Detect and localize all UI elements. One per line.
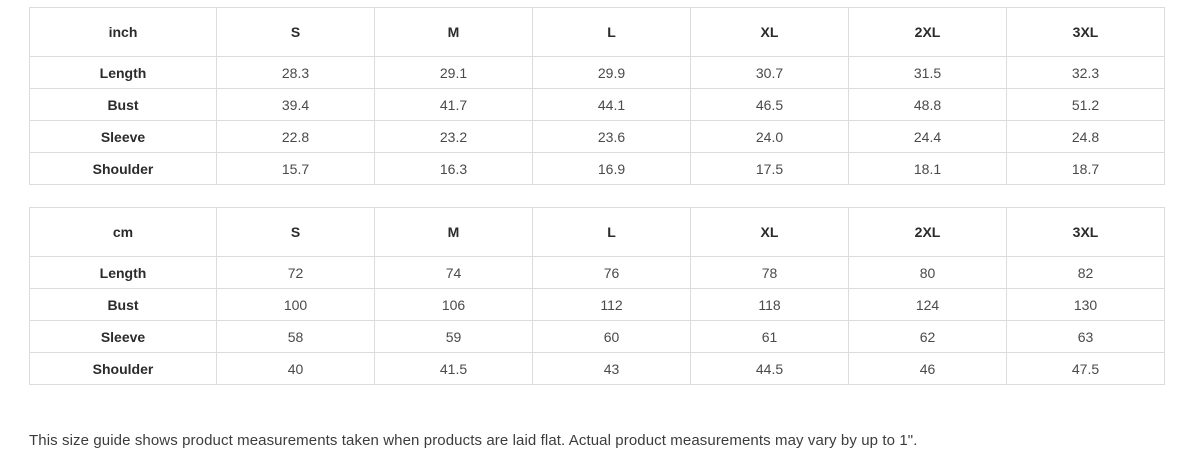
cell-bust-xl: 118: [690, 288, 849, 321]
cell-sleeve-m: 59: [374, 320, 533, 353]
cell-length-s: 28.3: [216, 56, 375, 89]
cell-sleeve-3xl: 63: [1006, 320, 1165, 353]
cell-length-m: 74: [374, 256, 533, 289]
cell-sleeve-xl: 24.0: [690, 120, 849, 153]
cell-length-3xl: 82: [1006, 256, 1165, 289]
cell-shoulder-s: 40: [216, 352, 375, 385]
cell-sleeve-m: 23.2: [374, 120, 533, 153]
column-header-l: L: [532, 7, 691, 57]
column-header-s: S: [216, 207, 375, 257]
column-header-s: S: [216, 7, 375, 57]
table-row: Sleeve 22.8 23.2 23.6 24.0 24.4 24.8: [29, 120, 1165, 153]
cell-length-s: 72: [216, 256, 375, 289]
size-guide-footnote: This size guide shows product measuremen…: [29, 432, 918, 449]
cell-bust-3xl: 51.2: [1006, 88, 1165, 121]
row-label-bust: Bust: [29, 288, 217, 321]
table-header-row: cm S M L XL 2XL 3XL: [29, 207, 1165, 257]
cell-sleeve-2xl: 62: [848, 320, 1007, 353]
table-row: Length 72 74 76 78 80 82: [29, 256, 1165, 289]
column-header-3xl: 3XL: [1006, 207, 1165, 257]
cell-bust-m: 41.7: [374, 88, 533, 121]
table-row: Shoulder 15.7 16.3 16.9 17.5 18.1 18.7: [29, 152, 1165, 185]
cell-length-2xl: 31.5: [848, 56, 1007, 89]
column-header-m: M: [374, 7, 533, 57]
unit-label-cm: cm: [29, 207, 217, 257]
table-spacer: [29, 185, 1164, 207]
cell-sleeve-l: 23.6: [532, 120, 691, 153]
cell-length-2xl: 80: [848, 256, 1007, 289]
size-table-cm: cm S M L XL 2XL 3XL Length 72 74 76 78 8…: [29, 207, 1165, 385]
cell-shoulder-m: 16.3: [374, 152, 533, 185]
row-label-shoulder: Shoulder: [29, 152, 217, 185]
row-label-sleeve: Sleeve: [29, 120, 217, 153]
cell-bust-s: 100: [216, 288, 375, 321]
cell-length-l: 29.9: [532, 56, 691, 89]
cell-bust-2xl: 124: [848, 288, 1007, 321]
cell-length-xl: 78: [690, 256, 849, 289]
table-row: Length 28.3 29.1 29.9 30.7 31.5 32.3: [29, 56, 1165, 89]
cell-shoulder-xl: 17.5: [690, 152, 849, 185]
cell-shoulder-m: 41.5: [374, 352, 533, 385]
cell-bust-m: 106: [374, 288, 533, 321]
unit-label-inch: inch: [29, 7, 217, 57]
cell-sleeve-xl: 61: [690, 320, 849, 353]
column-header-3xl: 3XL: [1006, 7, 1165, 57]
column-header-2xl: 2XL: [848, 7, 1007, 57]
cell-shoulder-l: 16.9: [532, 152, 691, 185]
column-header-l: L: [532, 207, 691, 257]
table-header-row: inch S M L XL 2XL 3XL: [29, 7, 1165, 57]
cell-sleeve-3xl: 24.8: [1006, 120, 1165, 153]
cell-bust-l: 44.1: [532, 88, 691, 121]
column-header-m: M: [374, 207, 533, 257]
cell-bust-s: 39.4: [216, 88, 375, 121]
size-table-inch: inch S M L XL 2XL 3XL Length 28.3 29.1 2…: [29, 7, 1165, 185]
size-guide-page: inch S M L XL 2XL 3XL Length 28.3 29.1 2…: [29, 7, 1165, 449]
cell-length-l: 76: [532, 256, 691, 289]
cell-sleeve-l: 60: [532, 320, 691, 353]
cell-sleeve-s: 58: [216, 320, 375, 353]
row-label-length: Length: [29, 256, 217, 289]
cell-length-3xl: 32.3: [1006, 56, 1165, 89]
column-header-xl: XL: [690, 207, 849, 257]
row-label-length: Length: [29, 56, 217, 89]
cell-shoulder-xl: 44.5: [690, 352, 849, 385]
cell-shoulder-2xl: 46: [848, 352, 1007, 385]
cell-bust-xl: 46.5: [690, 88, 849, 121]
cell-shoulder-2xl: 18.1: [848, 152, 1007, 185]
cell-bust-2xl: 48.8: [848, 88, 1007, 121]
cell-shoulder-3xl: 18.7: [1006, 152, 1165, 185]
row-label-shoulder: Shoulder: [29, 352, 217, 385]
column-header-xl: XL: [690, 7, 849, 57]
table-row: Bust 39.4 41.7 44.1 46.5 48.8 51.2: [29, 88, 1165, 121]
column-header-2xl: 2XL: [848, 207, 1007, 257]
row-label-bust: Bust: [29, 88, 217, 121]
cell-length-xl: 30.7: [690, 56, 849, 89]
table-row: Bust 100 106 112 118 124 130: [29, 288, 1165, 321]
cell-sleeve-2xl: 24.4: [848, 120, 1007, 153]
cell-shoulder-3xl: 47.5: [1006, 352, 1165, 385]
cell-bust-l: 112: [532, 288, 691, 321]
table-row: Shoulder 40 41.5 43 44.5 46 47.5: [29, 352, 1165, 385]
cell-length-m: 29.1: [374, 56, 533, 89]
row-label-sleeve: Sleeve: [29, 320, 217, 353]
cell-shoulder-s: 15.7: [216, 152, 375, 185]
cell-bust-3xl: 130: [1006, 288, 1165, 321]
table-row: Sleeve 58 59 60 61 62 63: [29, 320, 1165, 353]
cell-shoulder-l: 43: [532, 352, 691, 385]
cell-sleeve-s: 22.8: [216, 120, 375, 153]
